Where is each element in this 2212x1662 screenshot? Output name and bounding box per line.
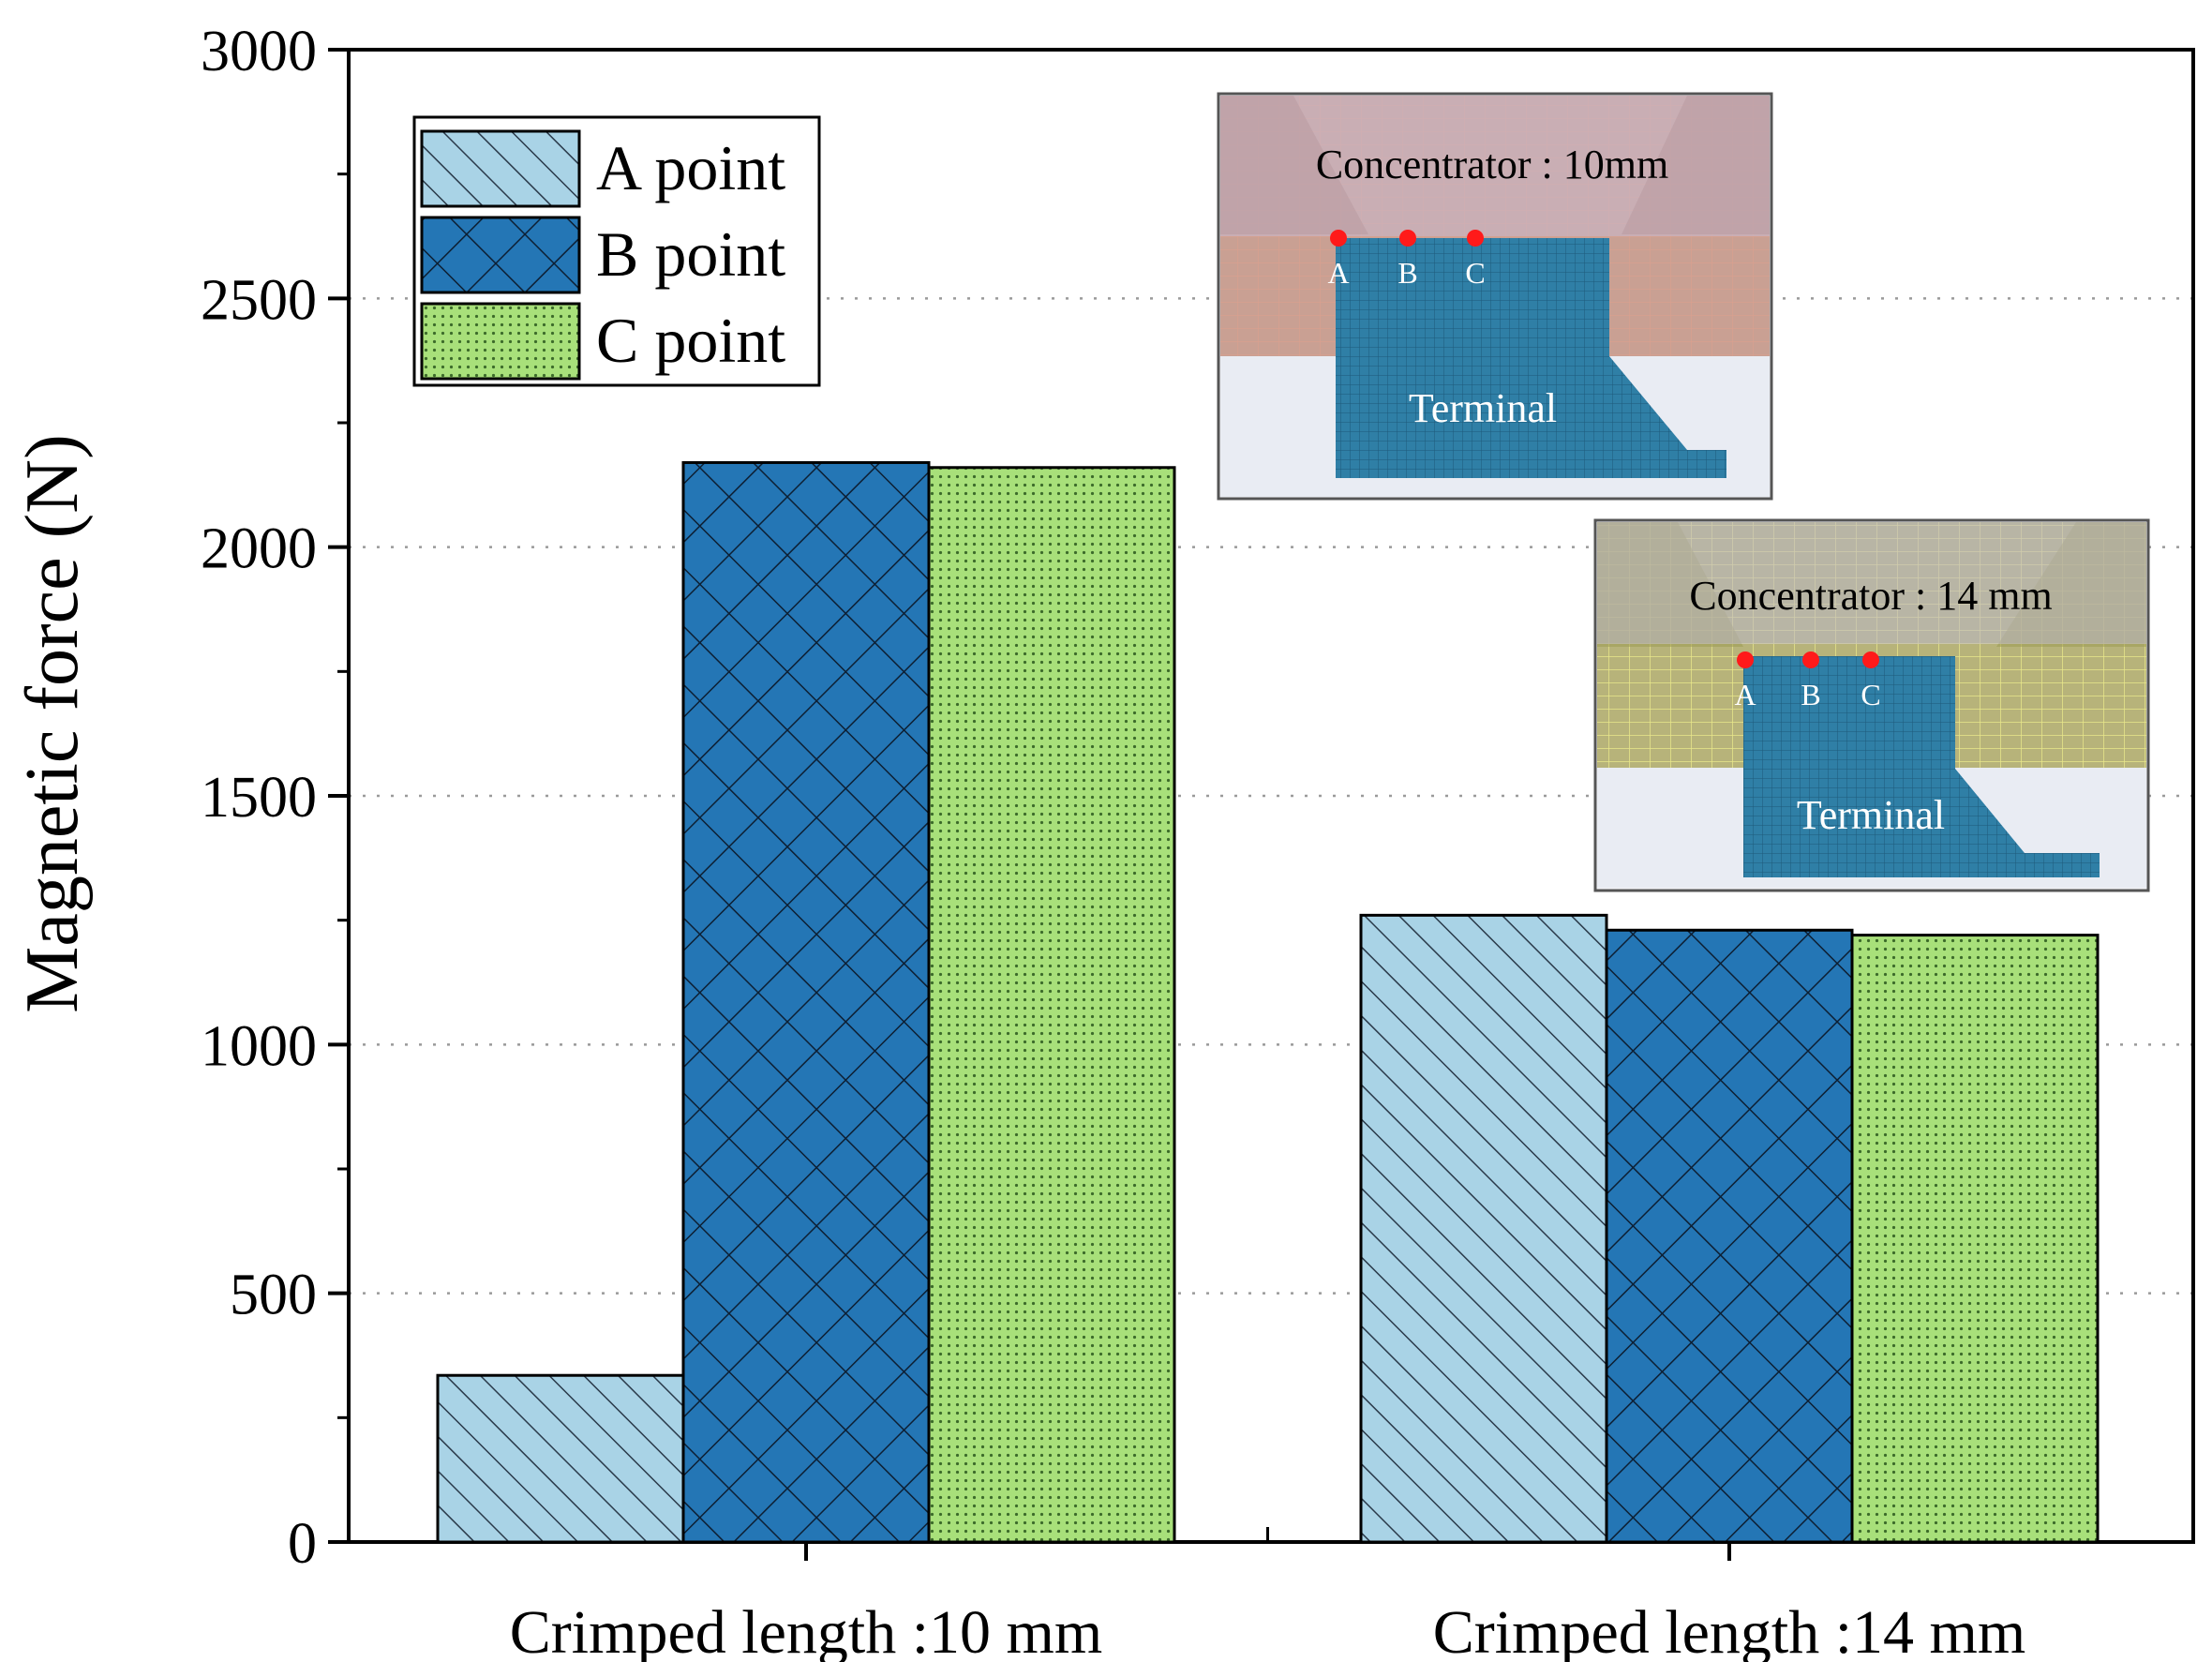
y-tick-label: 2000 (201, 517, 317, 581)
inset-2-point-a-marker (1737, 651, 1754, 668)
legend: A point B point C point (412, 115, 821, 387)
bar-b-point-1 (681, 460, 931, 1544)
bar-c-point-2 (1850, 934, 2100, 1544)
inset-1-point-b: B (1397, 256, 1417, 290)
legend-swatch-a (420, 129, 581, 208)
inset-1-point-c-marker (1467, 230, 1484, 247)
bar-c-point-1 (927, 466, 1176, 1544)
x-axis-categories: Crimped length :10 mm Crimped length :14 … (510, 1527, 2025, 1662)
y-tick-label: 0 (288, 1512, 317, 1576)
inset-2-point-c-marker (1862, 651, 1879, 668)
inset-1-title: Concentrator : 10mm (1316, 142, 1668, 187)
y-axis-label: Magnetic force (N) (11, 434, 94, 1012)
legend-swatch-c (420, 302, 581, 381)
y-tick-label: 1500 (201, 766, 317, 830)
y-tick-label: 500 (230, 1264, 317, 1327)
inset-2-point-a: A (1734, 678, 1756, 711)
inset-2-title: Concentrator : 14 mm (1689, 573, 2052, 619)
inset-concentrator-10mm: Concentrator : 10mm Terminal A B C (1217, 92, 1773, 501)
legend-label-c: C point (596, 305, 785, 376)
inset-1-terminal-label: Terminal (1409, 385, 1557, 431)
legend-swatch-b (420, 216, 581, 294)
y-tick-label: 1000 (201, 1014, 317, 1078)
y-axis-ticks: 0 500 1000 1500 2000 2500 3000 (201, 20, 349, 1576)
inset-1-point-a: A (1327, 256, 1349, 290)
inset-1-point-c: C (1465, 256, 1485, 290)
x-category-label: Crimped length :14 mm (1433, 1598, 2025, 1662)
inset-1-point-a-marker (1330, 230, 1347, 247)
legend-label-b: B point (596, 218, 785, 290)
legend-label-a: A point (596, 132, 785, 203)
inset-2-terminal-label: Terminal (1797, 792, 1945, 838)
y-tick-label: 2500 (201, 268, 317, 332)
bar-a-point-2 (1359, 913, 1608, 1544)
inset-concentrator-14mm: Concentrator : 14 mm Terminal A B C (1593, 518, 2150, 892)
inset-1-point-b-marker (1399, 230, 1416, 247)
inset-2-point-b-marker (1802, 651, 1819, 668)
x-category-label: Crimped length :10 mm (510, 1598, 1102, 1662)
y-tick-label: 3000 (201, 20, 317, 83)
inset-2-point-b: B (1801, 678, 1820, 711)
bar-b-point-2 (1605, 928, 1854, 1544)
bar-a-point-1 (436, 1373, 685, 1544)
inset-2-point-c: C (1861, 678, 1880, 711)
